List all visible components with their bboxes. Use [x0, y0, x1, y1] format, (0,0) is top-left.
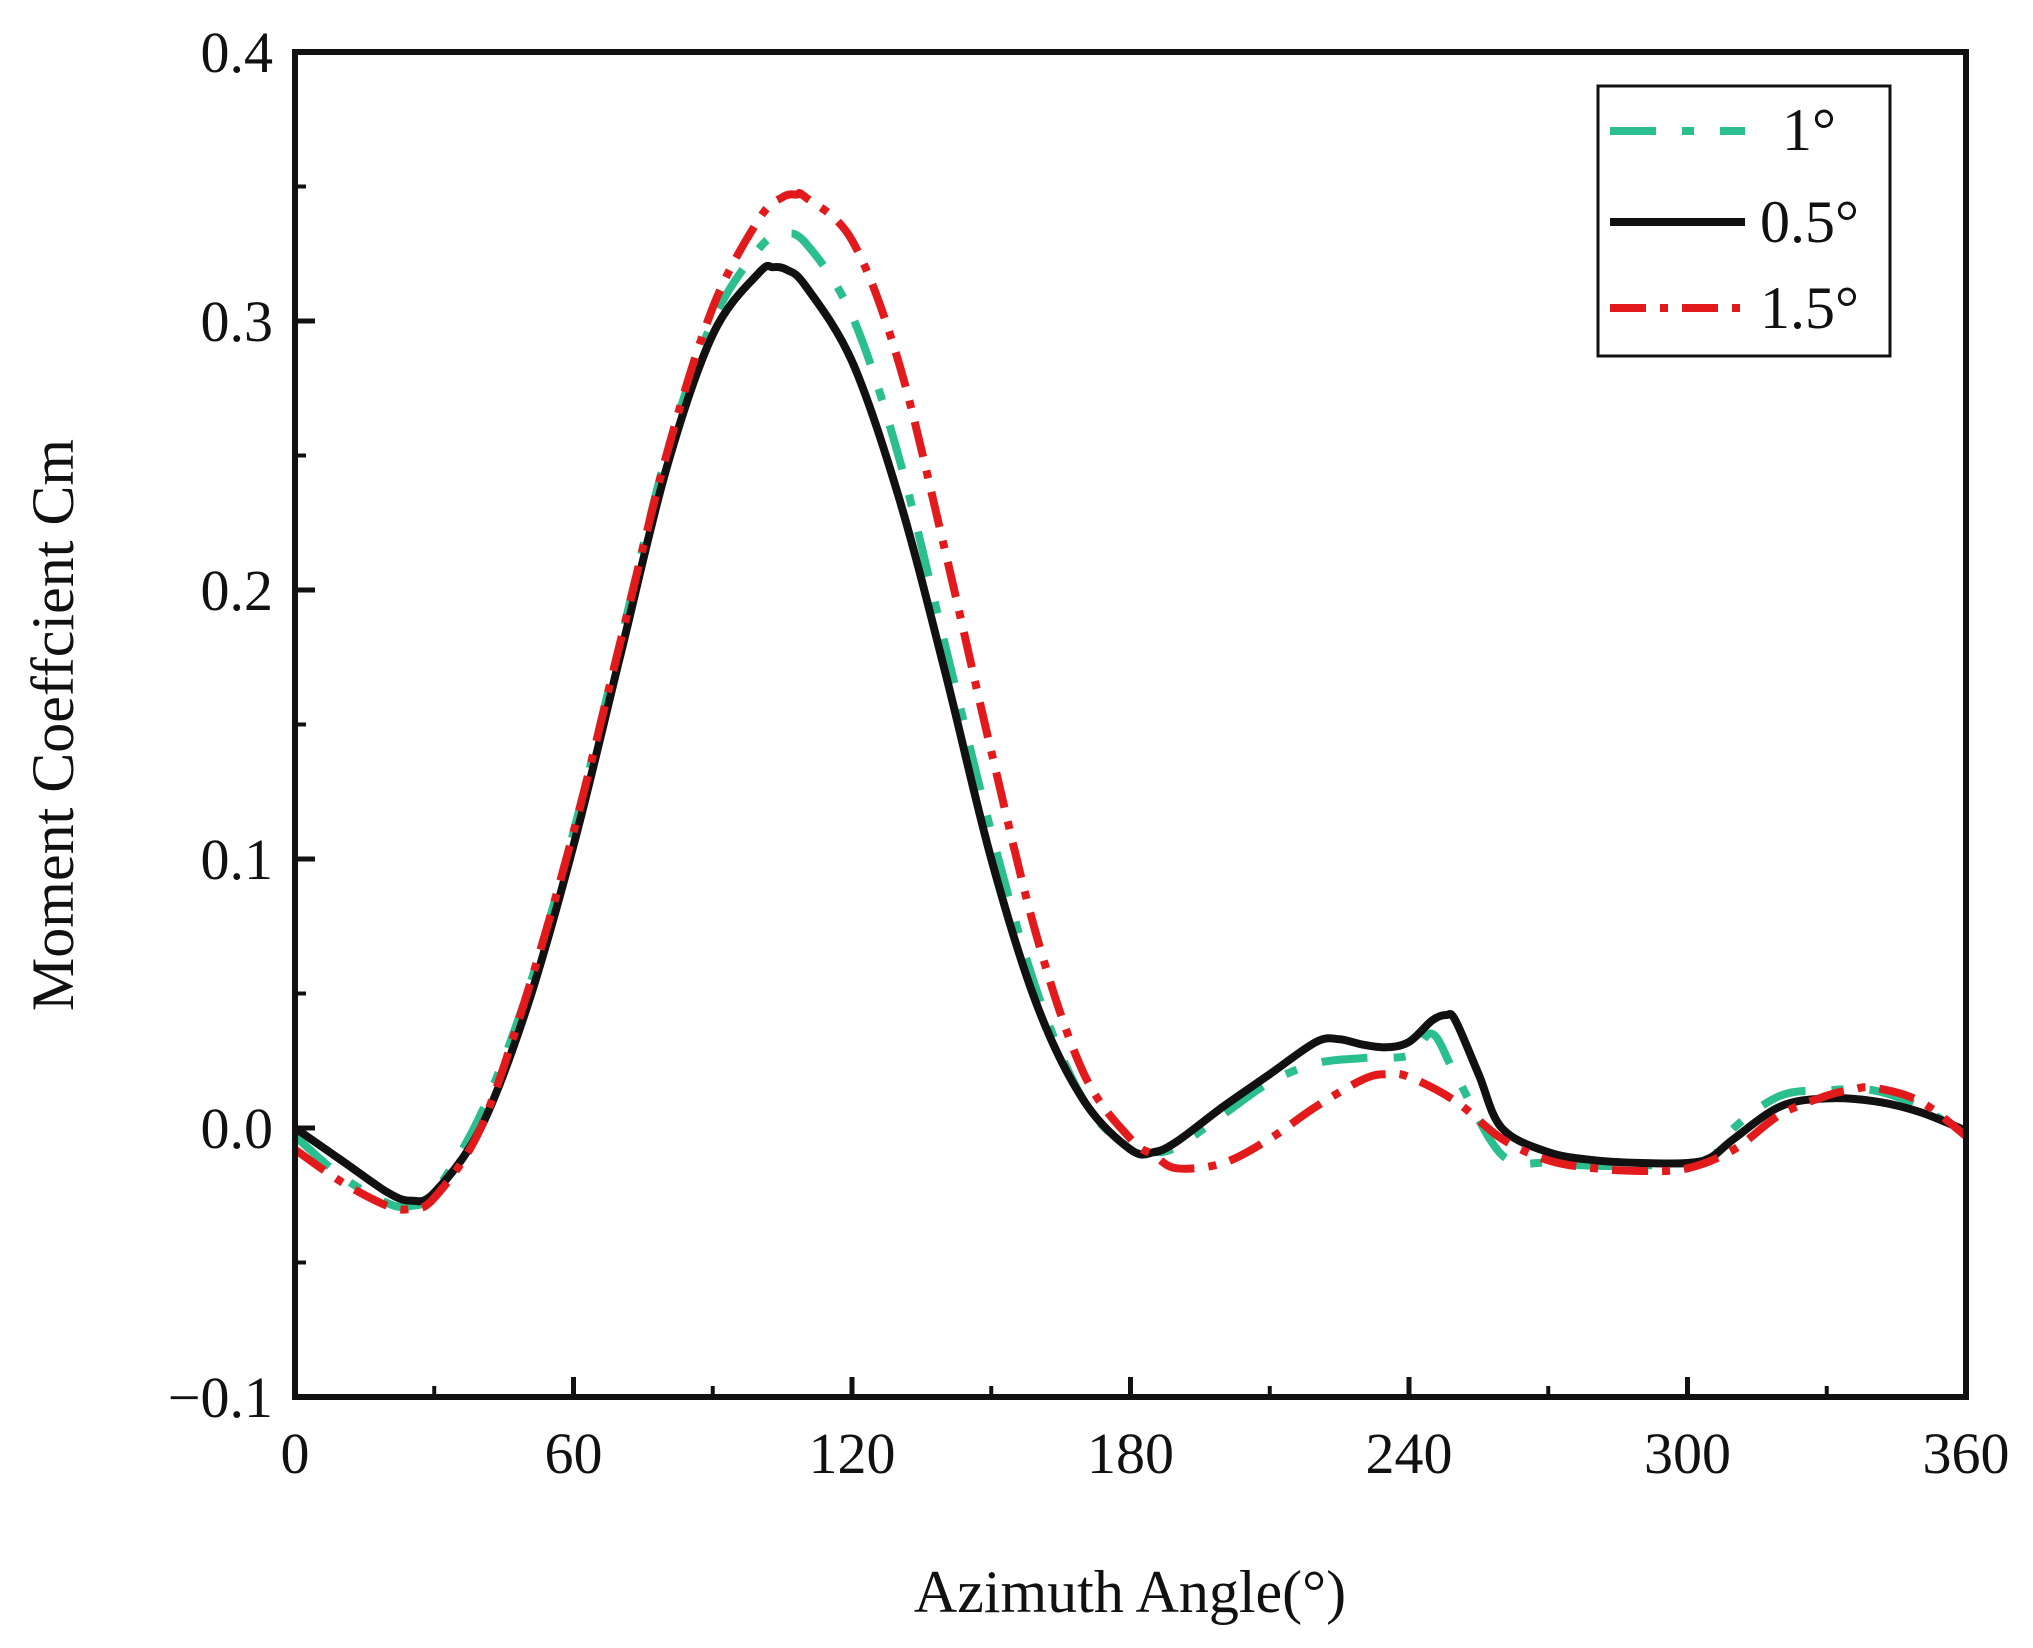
legend-label-1-5deg: 1.5° — [1760, 275, 1859, 341]
plot-frame — [292, 49, 1969, 1400]
x-tick-label-360: 360 — [1923, 1421, 2010, 1486]
x-tick-label-300: 300 — [1644, 1421, 1731, 1486]
series-line-1deg — [292, 229, 1969, 1212]
legend-item-0-5deg: 0.5° — [1610, 189, 1859, 255]
y-tick-label-0-0: 0.0 — [201, 1096, 274, 1161]
x-tick-label-180: 180 — [1087, 1421, 1174, 1486]
y-tick-label-0-3: 0.3 — [201, 289, 274, 354]
y-tick-label-0-1: 0.1 — [201, 827, 274, 892]
x-tick-label-120: 120 — [809, 1421, 896, 1486]
legend-label-1deg: 1° — [1782, 97, 1836, 163]
legend-item-1-5deg: 1.5° — [1610, 275, 1859, 341]
y-axis-ticks: −0.1 0.0 0.1 0.2 0.3 0.4 — [168, 20, 315, 1430]
y-axis-title: Moment Coeffcient Cm — [20, 439, 86, 1011]
y-tick-label-0-4: 0.4 — [201, 20, 274, 85]
series-line-0-5deg — [292, 261, 1968, 1206]
legend-label-0-5deg: 0.5° — [1760, 189, 1859, 255]
x-axis-ticks: 0 60 120 180 240 300 360 — [281, 1377, 2010, 1486]
x-tick-label-0: 0 — [281, 1421, 310, 1486]
series-line-1-5deg — [292, 189, 1969, 1214]
legend-item-1deg: 1° — [1610, 97, 1836, 163]
x-axis-title: Azimuth Angle(°) — [914, 1559, 1346, 1625]
series-lines — [292, 189, 1969, 1214]
legend: 1° 0.5° 1.5° — [1596, 84, 1892, 358]
y-tick-label-0-2: 0.2 — [201, 558, 274, 623]
x-tick-label-60: 60 — [545, 1421, 603, 1486]
x-tick-label-240: 240 — [1366, 1421, 1453, 1486]
y-tick-label-minus-0-1: −0.1 — [168, 1365, 273, 1430]
